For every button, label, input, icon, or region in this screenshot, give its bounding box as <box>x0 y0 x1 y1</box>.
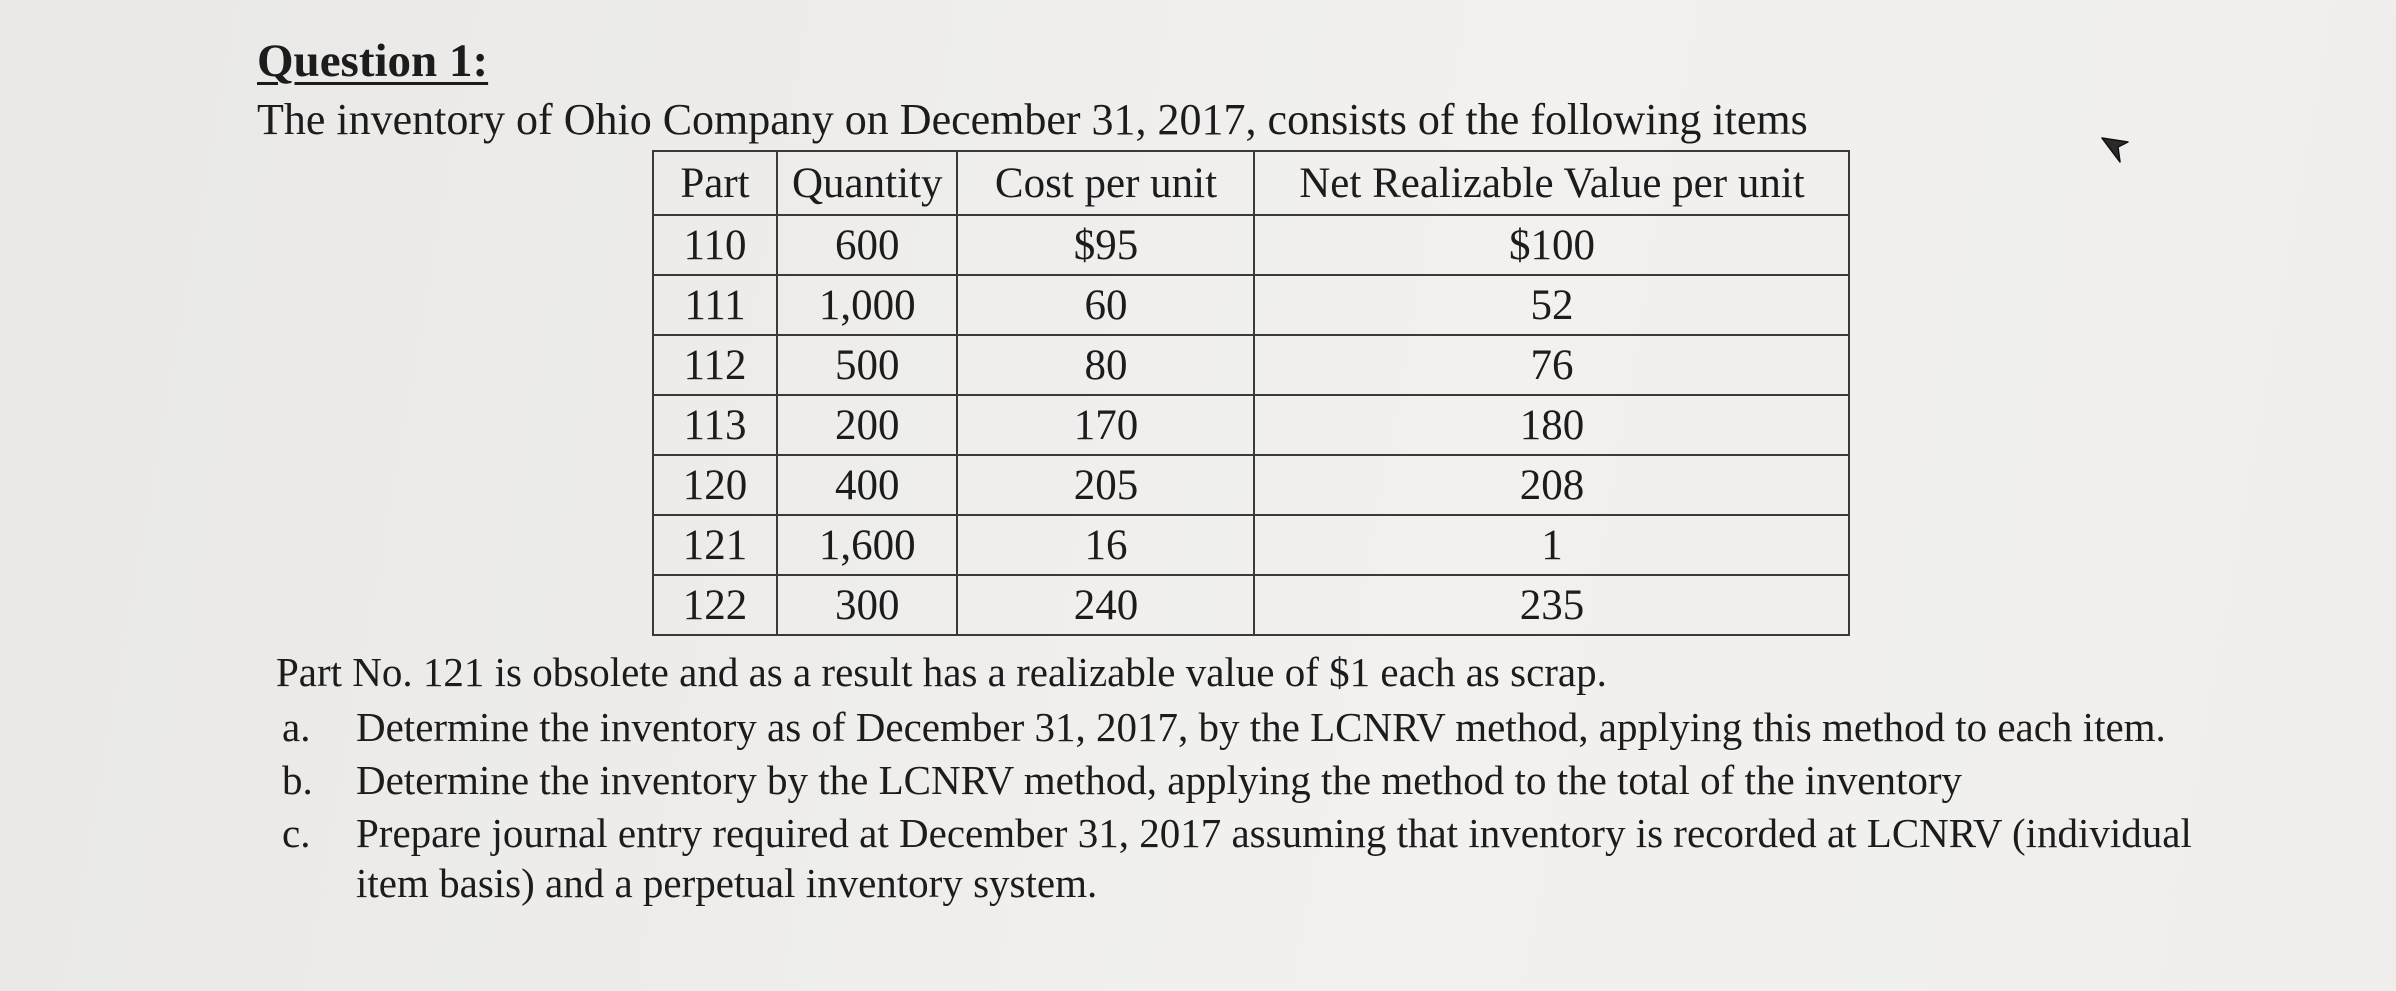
cell-cost: 80 <box>956 334 1256 396</box>
cell-nrv: 76 <box>1253 334 1851 396</box>
task-list: a. Determine the inventory as of Decembe… <box>276 702 2236 911</box>
cell-quantity: 200 <box>775 394 959 456</box>
cell-part: 121 <box>652 514 778 576</box>
list-item: b. Determine the inventory by the LCNRV … <box>276 755 2236 805</box>
cell-part: 120 <box>652 454 778 516</box>
cell-part: 112 <box>652 334 778 396</box>
cell-quantity: 300 <box>775 574 959 636</box>
cell-nrv: 1 <box>1253 514 1851 576</box>
header-cost-per-unit: Cost per unit <box>956 150 1256 216</box>
obsolete-note: Part No. 121 is obsolete and as a result… <box>276 649 1607 695</box>
task-marker: c. <box>282 810 311 856</box>
list-item: a. Determine the inventory as of Decembe… <box>276 702 2236 752</box>
cell-nrv: 235 <box>1253 574 1851 636</box>
cell-nrv: $100 <box>1253 214 1851 276</box>
cell-cost: $95 <box>956 214 1256 276</box>
question-intro: The inventory of Ohio Company on Decembe… <box>257 95 1808 144</box>
table-row: 121 1,600 16 1 <box>652 514 1851 576</box>
cell-nrv: 52 <box>1253 274 1851 336</box>
cell-quantity: 1,600 <box>775 514 959 576</box>
cell-part: 111 <box>652 274 778 336</box>
cell-cost: 240 <box>956 574 1256 636</box>
cell-quantity: 400 <box>775 454 959 516</box>
cell-cost: 170 <box>956 394 1256 456</box>
cell-quantity: 1,000 <box>775 274 959 336</box>
task-marker: a. <box>282 704 311 750</box>
header-nrv-per-unit: Net Realizable Value per unit <box>1253 150 1851 216</box>
cell-cost: 205 <box>956 454 1256 516</box>
cell-nrv: 180 <box>1253 394 1851 456</box>
cell-part: 122 <box>652 574 778 636</box>
inventory-table: Part Quantity Cost per unit Net Realizab… <box>652 150 1851 636</box>
task-text: Determine the inventory by the LCNRV met… <box>356 757 1963 803</box>
table-row: 111 1,000 60 52 <box>652 274 1851 336</box>
table-row: 110 600 $95 $100 <box>652 214 1851 276</box>
header-quantity: Quantity <box>775 150 959 216</box>
cell-quantity: 600 <box>775 214 959 276</box>
table-row: 122 300 240 235 <box>652 574 1851 636</box>
cell-quantity: 500 <box>775 334 959 396</box>
cell-nrv: 208 <box>1253 454 1851 516</box>
table-row: 120 400 205 208 <box>652 454 1851 516</box>
header-part: Part <box>652 150 778 216</box>
cell-cost: 16 <box>956 514 1256 576</box>
task-text: Determine the inventory as of December 3… <box>356 704 2166 750</box>
mouse-pointer-icon <box>2101 137 2129 163</box>
cell-cost: 60 <box>956 274 1256 336</box>
cell-part: 113 <box>652 394 778 456</box>
task-text: Prepare journal entry required at Decemb… <box>356 810 2192 906</box>
table-header-row: Part Quantity Cost per unit Net Realizab… <box>652 150 1851 216</box>
list-item: c. Prepare journal entry required at Dec… <box>276 808 2236 908</box>
question-title: Question 1: <box>257 35 489 87</box>
task-marker: b. <box>282 757 313 803</box>
table-row: 112 500 80 76 <box>652 334 1851 396</box>
cell-part: 110 <box>652 214 778 276</box>
table-row: 113 200 170 180 <box>652 394 1851 456</box>
